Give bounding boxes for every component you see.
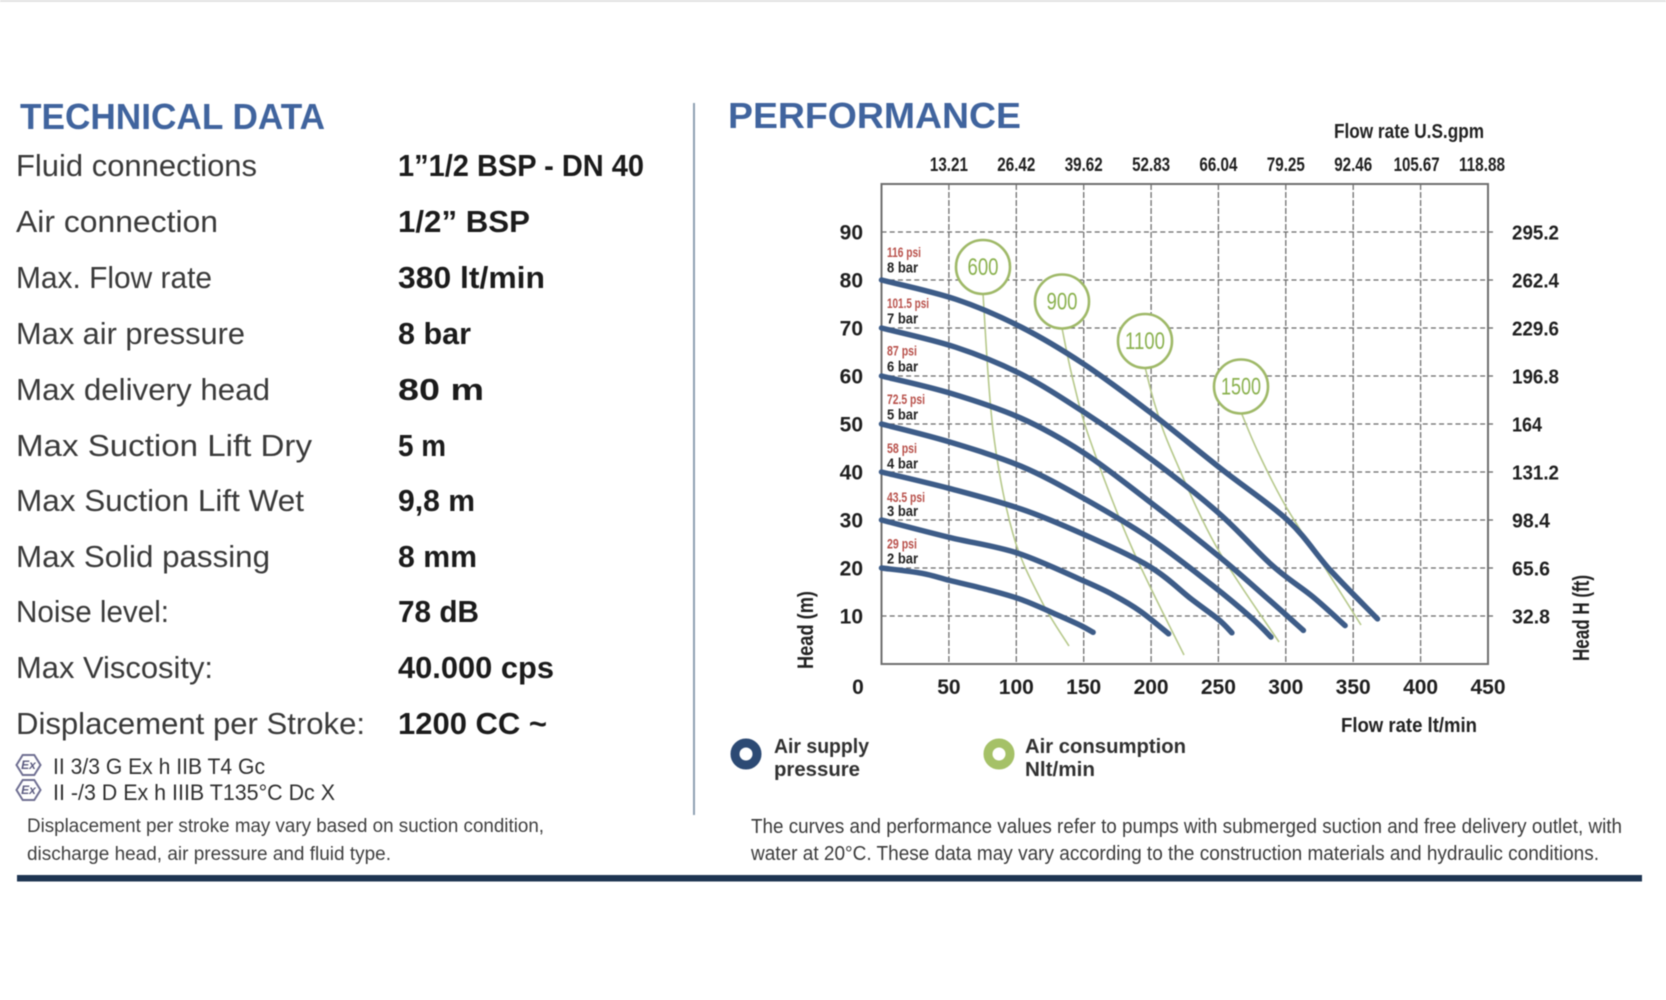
svg-text:79.25: 79.25 [1267, 155, 1305, 176]
svg-text:32.8: 32.8 [1512, 607, 1550, 629]
svg-text:9,8 m: 9,8 m [398, 483, 475, 518]
svg-text:118.88: 118.88 [1459, 155, 1505, 176]
svg-text:1”1/2 BSP - DN 40: 1”1/2 BSP - DN 40 [398, 148, 644, 183]
svg-text:98.4: 98.4 [1512, 511, 1551, 533]
svg-text:PERFORMANCE: PERFORMANCE [728, 95, 1021, 136]
svg-text:Air consumption: Air consumption [1025, 736, 1186, 758]
svg-text:Flow rate U.S.gpm: Flow rate U.S.gpm [1334, 121, 1484, 143]
svg-text:8 bar: 8 bar [398, 316, 471, 351]
svg-text:pressure: pressure [774, 759, 860, 781]
svg-text:200: 200 [1134, 676, 1169, 699]
svg-text:Flow rate lt/min: Flow rate lt/min [1341, 715, 1477, 737]
svg-text:250: 250 [1201, 676, 1236, 699]
svg-text:65.6: 65.6 [1512, 559, 1550, 581]
svg-text:water at 20°C. These data may: water at 20°C. These data may vary accor… [750, 843, 1599, 865]
svg-text:450: 450 [1470, 676, 1505, 699]
svg-text:7 bar: 7 bar [887, 310, 918, 327]
svg-text:40.000 cps: 40.000 cps [398, 650, 554, 685]
svg-text:30: 30 [840, 510, 863, 533]
svg-text:350: 350 [1336, 676, 1371, 699]
svg-text:Ex: Ex [21, 783, 37, 797]
svg-text:78 dB: 78 dB [398, 594, 479, 629]
svg-text:10: 10 [840, 606, 863, 629]
svg-text:Displacement per Stroke:: Displacement per Stroke: [16, 706, 365, 741]
svg-text:Head H (ft): Head H (ft) [1568, 575, 1594, 661]
svg-text:8 mm: 8 mm [398, 539, 477, 574]
svg-text:1500: 1500 [1221, 374, 1261, 401]
svg-text:600: 600 [968, 254, 999, 281]
svg-text:TECHNICAL DATA: TECHNICAL DATA [20, 96, 325, 137]
svg-text:380 lt/min: 380 lt/min [398, 260, 545, 295]
svg-text:Noise level:: Noise level: [16, 594, 169, 629]
svg-text:70: 70 [840, 318, 863, 341]
svg-text:229.6: 229.6 [1512, 319, 1559, 341]
svg-text:300: 300 [1268, 676, 1303, 699]
svg-text:105.67: 105.67 [1394, 155, 1440, 176]
svg-text:3 bar: 3 bar [887, 503, 918, 520]
svg-text:43.5 psi: 43.5 psi [887, 490, 925, 505]
svg-text:92.46: 92.46 [1334, 155, 1372, 176]
svg-text:5 m: 5 m [398, 428, 446, 463]
svg-text:295.2: 295.2 [1512, 223, 1559, 245]
svg-text:29 psi: 29 psi [887, 536, 917, 551]
svg-text:13.21: 13.21 [930, 155, 968, 176]
svg-text:II 3/3 G Ex h IIB T4 Gc: II 3/3 G Ex h IIB T4 Gc [53, 754, 265, 779]
svg-text:262.4: 262.4 [1512, 271, 1560, 293]
svg-text:40: 40 [840, 462, 863, 485]
svg-text:87 psi: 87 psi [887, 343, 917, 358]
svg-text:52.83: 52.83 [1132, 155, 1170, 176]
svg-text:60: 60 [840, 366, 863, 389]
svg-text:Head (m): Head (m) [793, 591, 818, 669]
svg-text:Air connection: Air connection [16, 204, 218, 239]
svg-text:The curves and performance val: The curves and performance values refer … [751, 816, 1622, 838]
svg-text:Max air pressure: Max air pressure [16, 316, 245, 351]
svg-text:1200 CC ~: 1200 CC ~ [398, 706, 547, 741]
svg-text:131.2: 131.2 [1512, 463, 1559, 485]
svg-text:150: 150 [1066, 676, 1101, 699]
svg-text:Max. Flow rate: Max. Flow rate [16, 260, 212, 295]
svg-text:1100: 1100 [1125, 328, 1165, 355]
svg-text:5 bar: 5 bar [887, 406, 918, 423]
svg-text:discharge head, air pressure a: discharge head, air pressure and fluid t… [27, 844, 391, 865]
svg-text:39.62: 39.62 [1065, 155, 1103, 176]
svg-text:II -/3 D Ex h IIIB T135°C Dc X: II -/3 D Ex h IIIB T135°C Dc X [53, 780, 335, 805]
svg-text:72.5 psi: 72.5 psi [887, 392, 925, 407]
svg-text:Max Suction Lift Wet: Max Suction Lift Wet [16, 483, 304, 518]
svg-text:1/2” BSP: 1/2” BSP [398, 204, 530, 239]
svg-text:20: 20 [840, 558, 863, 581]
svg-text:900: 900 [1047, 289, 1078, 316]
svg-text:Max Suction Lift Dry: Max Suction Lift Dry [16, 428, 313, 463]
svg-text:400: 400 [1403, 676, 1438, 699]
svg-text:26.42: 26.42 [997, 155, 1035, 176]
svg-text:0: 0 [852, 676, 864, 699]
svg-text:80 m: 80 m [398, 372, 484, 407]
svg-text:196.8: 196.8 [1512, 367, 1559, 389]
svg-text:58 psi: 58 psi [887, 441, 917, 456]
svg-text:Ex: Ex [21, 758, 37, 772]
svg-text:66.04: 66.04 [1199, 155, 1237, 176]
svg-text:Air supply: Air supply [774, 736, 870, 758]
svg-text:Displacement per stroke may va: Displacement per stroke may vary based o… [27, 816, 544, 837]
svg-text:164: 164 [1512, 415, 1543, 437]
svg-text:80: 80 [840, 270, 863, 293]
svg-text:Max delivery head: Max delivery head [16, 372, 270, 407]
svg-text:50: 50 [840, 414, 863, 437]
svg-text:Max Viscosity:: Max Viscosity: [16, 650, 213, 685]
svg-text:8 bar: 8 bar [887, 259, 918, 276]
svg-text:Max Solid passing: Max Solid passing [16, 539, 270, 574]
svg-text:50: 50 [937, 676, 960, 699]
svg-text:Nlt/min: Nlt/min [1025, 759, 1095, 781]
svg-text:90: 90 [840, 222, 863, 245]
svg-text:116 psi: 116 psi [887, 245, 921, 260]
svg-text:101.5 psi: 101.5 psi [887, 296, 929, 311]
svg-text:Fluid connections: Fluid connections [16, 148, 257, 183]
svg-text:100: 100 [999, 676, 1034, 699]
svg-text:2 bar: 2 bar [887, 550, 918, 567]
svg-text:4 bar: 4 bar [887, 455, 918, 472]
svg-text:6 bar: 6 bar [887, 358, 918, 375]
